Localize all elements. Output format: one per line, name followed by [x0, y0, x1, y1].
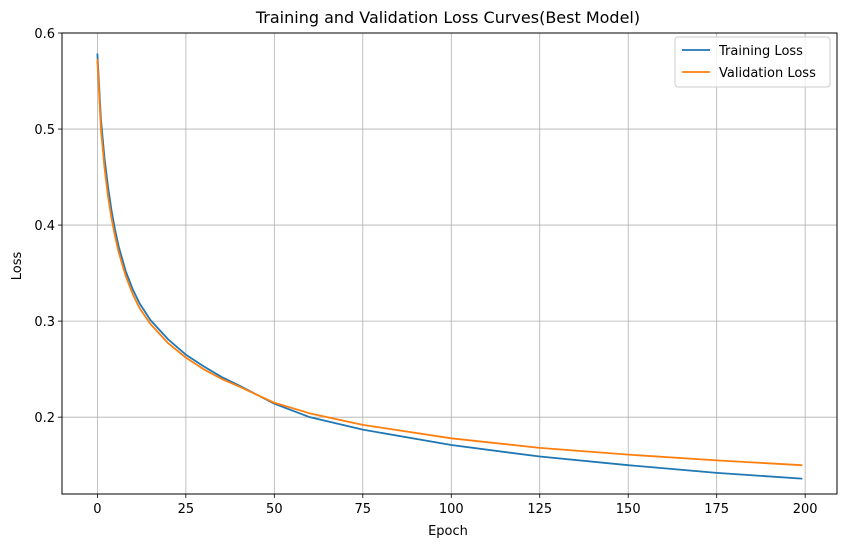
- x-tick-label: 175: [704, 502, 729, 517]
- chart-title: Training and Validation Loss Curves(Best…: [255, 8, 640, 27]
- x-tick-label: 125: [527, 502, 552, 517]
- series-line-training-loss: [96, 53, 803, 480]
- x-axis-label: Epoch: [428, 524, 468, 539]
- legend-label-training-loss: Training Loss: [718, 44, 803, 59]
- x-tick-label: 100: [439, 502, 464, 517]
- x-tick-label: 0: [93, 502, 101, 517]
- legend-label-validation-loss: Validation Loss: [719, 66, 816, 81]
- y-tick-label: 0.5: [34, 123, 55, 138]
- x-axis-ticks: 0 25 50 75 100 125 150 175 200: [93, 494, 818, 517]
- x-tick-label: 75: [355, 502, 372, 517]
- y-tick-label: 0.2: [34, 411, 55, 426]
- legend-box: [674, 36, 831, 88]
- series-lines: [96, 53, 803, 480]
- plot-frame: [61, 32, 838, 495]
- y-tick-label: 0.4: [34, 219, 55, 234]
- x-tick-label: 50: [266, 502, 283, 517]
- legend: Training Loss Validation Loss: [674, 36, 831, 88]
- y-tick-label: 0.3: [34, 315, 55, 330]
- x-tick-label: 150: [616, 502, 641, 517]
- series-line-validation-loss: [96, 58, 803, 467]
- y-axis-label: Loss: [10, 252, 25, 281]
- x-tick-label: 200: [793, 502, 818, 517]
- x-tick-label: 25: [178, 502, 195, 517]
- y-tick-label: 0.6: [34, 27, 55, 42]
- y-axis-ticks: 0.2 0.3 0.4 0.5 0.6: [34, 27, 62, 426]
